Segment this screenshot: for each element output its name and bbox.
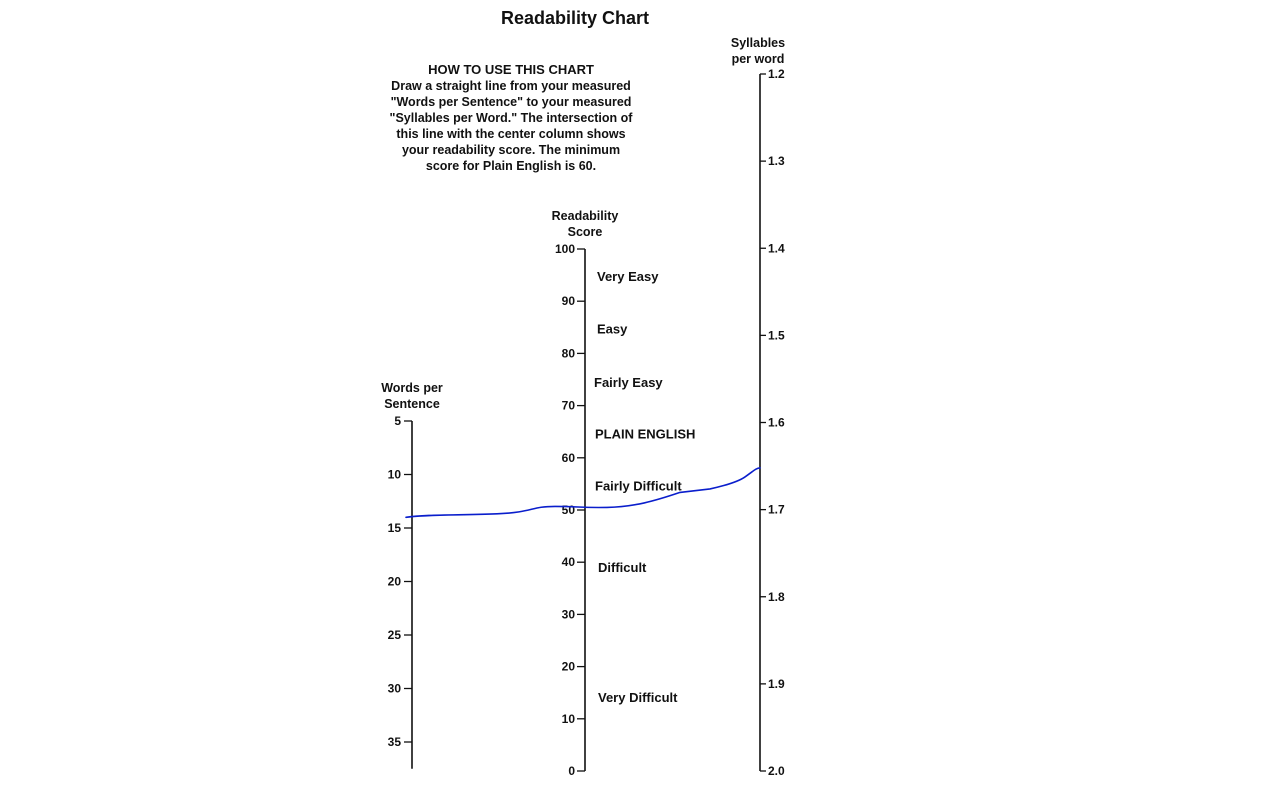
chart-title: Readability Chart <box>501 8 649 28</box>
syllables-tick-label: 1.8 <box>768 590 785 604</box>
words-tick-label: 5 <box>394 414 401 428</box>
syllables-axis-title-line: Syllables <box>731 36 785 50</box>
words-tick-label: 35 <box>388 735 402 749</box>
instructions-line: score for Plain English is 60. <box>426 159 596 173</box>
words-tick-label: 10 <box>388 468 402 482</box>
score-band-label: PLAIN ENGLISH <box>595 426 695 441</box>
score-axis-title-line: Score <box>568 225 603 239</box>
score-band-label: Easy <box>597 321 628 336</box>
words-axis-title: Words per Sentence <box>381 381 443 411</box>
score-tick-label: 50 <box>562 503 576 517</box>
reading-line-path <box>405 467 761 519</box>
score-tick-label: 40 <box>562 555 576 569</box>
syllables-tick-label: 2.0 <box>768 764 785 778</box>
words-axis-title-line: Words per <box>381 381 443 395</box>
syllables-tick-label: 1.4 <box>768 241 785 255</box>
instructions-line: "Syllables per Word." The intersection o… <box>390 111 634 125</box>
score-tick-label: 60 <box>562 451 576 465</box>
score-tick-label: 90 <box>562 294 576 308</box>
score-axis-title: Readability Score <box>552 209 619 239</box>
score-band-label: Difficult <box>598 560 647 575</box>
words-per-sentence-axis: 5 10 15 20 25 30 35 <box>388 414 413 769</box>
syllables-tick-label: 1.5 <box>768 328 785 342</box>
score-band-label: Fairly Easy <box>594 375 663 390</box>
score-tick-label: 20 <box>562 660 576 674</box>
syllables-tick-label: 1.2 <box>768 67 785 81</box>
score-tick-label: 0 <box>568 764 575 778</box>
words-tick-label: 30 <box>388 682 402 696</box>
syllables-tick-label: 1.9 <box>768 677 785 691</box>
score-tick-label: 80 <box>562 346 576 360</box>
syllables-axis-title: Syllables per word <box>731 36 785 66</box>
instructions-heading: HOW TO USE THIS CHART <box>428 62 594 77</box>
score-band-label: Very Difficult <box>598 690 678 705</box>
instructions: HOW TO USE THIS CHART Draw a straight li… <box>390 62 634 173</box>
words-tick-label: 25 <box>388 628 402 642</box>
score-tick-label: 10 <box>562 712 576 726</box>
words-tick-label: 15 <box>388 521 402 535</box>
syllables-per-word-axis: 1.2 1.3 1.4 1.5 1.6 1.7 1.8 1.9 2.0 <box>759 67 785 778</box>
reading-line <box>405 467 761 519</box>
words-tick-label: 20 <box>388 575 402 589</box>
score-band-label: Very Easy <box>597 269 659 284</box>
syllables-axis-title-line: per word <box>732 52 785 66</box>
score-axis-title-line: Readability <box>552 209 619 223</box>
instructions-line: Draw a straight line from your measured <box>391 79 631 93</box>
instructions-line: your readability score. The minimum <box>402 143 620 157</box>
words-axis-title-line: Sentence <box>384 397 440 411</box>
instructions-line: "Words per Sentence" to your measured <box>391 95 632 109</box>
score-tick-label: 100 <box>555 242 575 256</box>
score-tick-label: 70 <box>562 399 576 413</box>
syllables-tick-label: 1.6 <box>768 416 785 430</box>
score-tick-label: 30 <box>562 607 576 621</box>
syllables-tick-label: 1.3 <box>768 154 785 168</box>
instructions-line: this line with the center column shows <box>396 127 625 141</box>
score-band-label: Fairly Difficult <box>595 478 682 493</box>
syllables-tick-label: 1.7 <box>768 503 785 517</box>
